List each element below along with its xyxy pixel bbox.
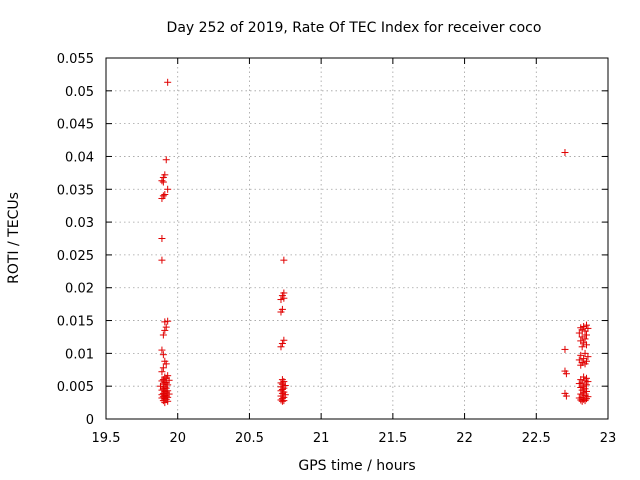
y-tick-labels: 0 0.005 0.01 0.015 0.02 0.025 0.03 0.035 0.04 0.0… bbox=[57, 52, 94, 428]
data-point bbox=[577, 396, 585, 404]
data-point bbox=[158, 377, 166, 385]
data-point bbox=[280, 336, 288, 344]
data-point bbox=[578, 326, 586, 334]
data-point bbox=[581, 360, 589, 368]
data-point bbox=[584, 353, 592, 361]
data-point bbox=[575, 329, 583, 337]
data-point bbox=[581, 397, 589, 405]
y-tick-label: 0.05 bbox=[65, 85, 94, 100]
y-tick-label: 0.005 bbox=[57, 380, 94, 395]
y-tick-label: 0.04 bbox=[65, 150, 94, 165]
data-point bbox=[161, 318, 169, 326]
data-point bbox=[578, 379, 586, 387]
data-point bbox=[162, 360, 170, 368]
x-tick-label: 22.5 bbox=[522, 431, 551, 446]
data-point bbox=[159, 364, 167, 372]
axis-ticks bbox=[105, 57, 609, 420]
data-point bbox=[577, 351, 585, 359]
data-point bbox=[581, 335, 589, 343]
x-tick-label: 21 bbox=[313, 431, 330, 446]
data-point bbox=[561, 345, 569, 353]
data-point bbox=[161, 326, 169, 334]
x-tick-label: 20.5 bbox=[235, 431, 264, 446]
data-point bbox=[161, 399, 169, 407]
data-point bbox=[277, 308, 285, 316]
data-point bbox=[159, 331, 167, 339]
data-point bbox=[280, 256, 288, 264]
y-tick-label: 0.03 bbox=[65, 216, 94, 231]
data-point bbox=[280, 397, 288, 405]
data-point bbox=[158, 177, 166, 185]
x-tick-label: 23 bbox=[600, 431, 617, 446]
y-tick-label: 0.015 bbox=[57, 315, 94, 330]
data-point bbox=[561, 149, 569, 157]
data-point bbox=[161, 191, 169, 199]
y-tick-label: 0.035 bbox=[57, 183, 94, 198]
y-tick-label: 0.01 bbox=[65, 347, 94, 362]
data-point bbox=[278, 397, 286, 405]
data-point bbox=[164, 397, 172, 405]
data-point bbox=[162, 323, 170, 331]
data-point bbox=[277, 296, 285, 304]
chart-title: Day 252 of 2019, Rate Of TEC Index for r… bbox=[167, 20, 542, 36]
y-tick-label: 0.02 bbox=[65, 282, 94, 297]
data-point bbox=[581, 327, 589, 335]
data-point bbox=[584, 378, 592, 386]
data-point bbox=[582, 331, 590, 339]
data-point bbox=[158, 194, 166, 202]
data-point bbox=[577, 376, 585, 384]
data-point bbox=[162, 156, 170, 164]
y-tick-label: 0.055 bbox=[57, 52, 94, 67]
data-point bbox=[280, 294, 288, 302]
data-point bbox=[582, 341, 590, 349]
x-axis-label: GPS time / hours bbox=[298, 458, 415, 474]
x-tick-label: 20 bbox=[169, 431, 186, 446]
data-point bbox=[164, 185, 172, 193]
y-tick-label: 0 bbox=[86, 413, 94, 428]
data-point bbox=[158, 346, 166, 354]
data-point bbox=[158, 368, 166, 376]
data-point bbox=[578, 397, 586, 405]
x-tick-label: 21.5 bbox=[378, 431, 407, 446]
data-point bbox=[577, 390, 585, 398]
data-point bbox=[582, 321, 590, 329]
data-point bbox=[578, 343, 586, 351]
grid bbox=[106, 58, 608, 419]
data-point bbox=[158, 256, 166, 264]
data-point bbox=[582, 387, 590, 395]
data-point bbox=[581, 349, 589, 357]
data-point bbox=[158, 235, 166, 242]
y-tick-label: 0.025 bbox=[57, 249, 94, 264]
data-points bbox=[157, 78, 592, 407]
data-point bbox=[562, 392, 570, 400]
data-point bbox=[277, 396, 285, 404]
data-point bbox=[278, 340, 286, 348]
data-point bbox=[580, 322, 588, 330]
data-point bbox=[277, 343, 285, 351]
data-point bbox=[562, 370, 570, 378]
data-point bbox=[164, 317, 172, 325]
data-point bbox=[575, 380, 583, 388]
data-point bbox=[164, 78, 172, 86]
data-point bbox=[159, 178, 167, 186]
data-point bbox=[159, 351, 167, 359]
y-axis-label: ROTI / TECUs bbox=[6, 192, 22, 284]
plot-frame bbox=[105, 57, 609, 420]
x-tick-label: 22 bbox=[456, 431, 473, 446]
data-point bbox=[582, 381, 590, 389]
x-tick-label: 19.5 bbox=[92, 431, 121, 446]
x-tick-labels: 19.5 20 20.5 21 21.5 22 22.5 23 bbox=[92, 431, 617, 446]
y-tick-label: 0.045 bbox=[57, 118, 94, 133]
data-point bbox=[577, 361, 585, 369]
